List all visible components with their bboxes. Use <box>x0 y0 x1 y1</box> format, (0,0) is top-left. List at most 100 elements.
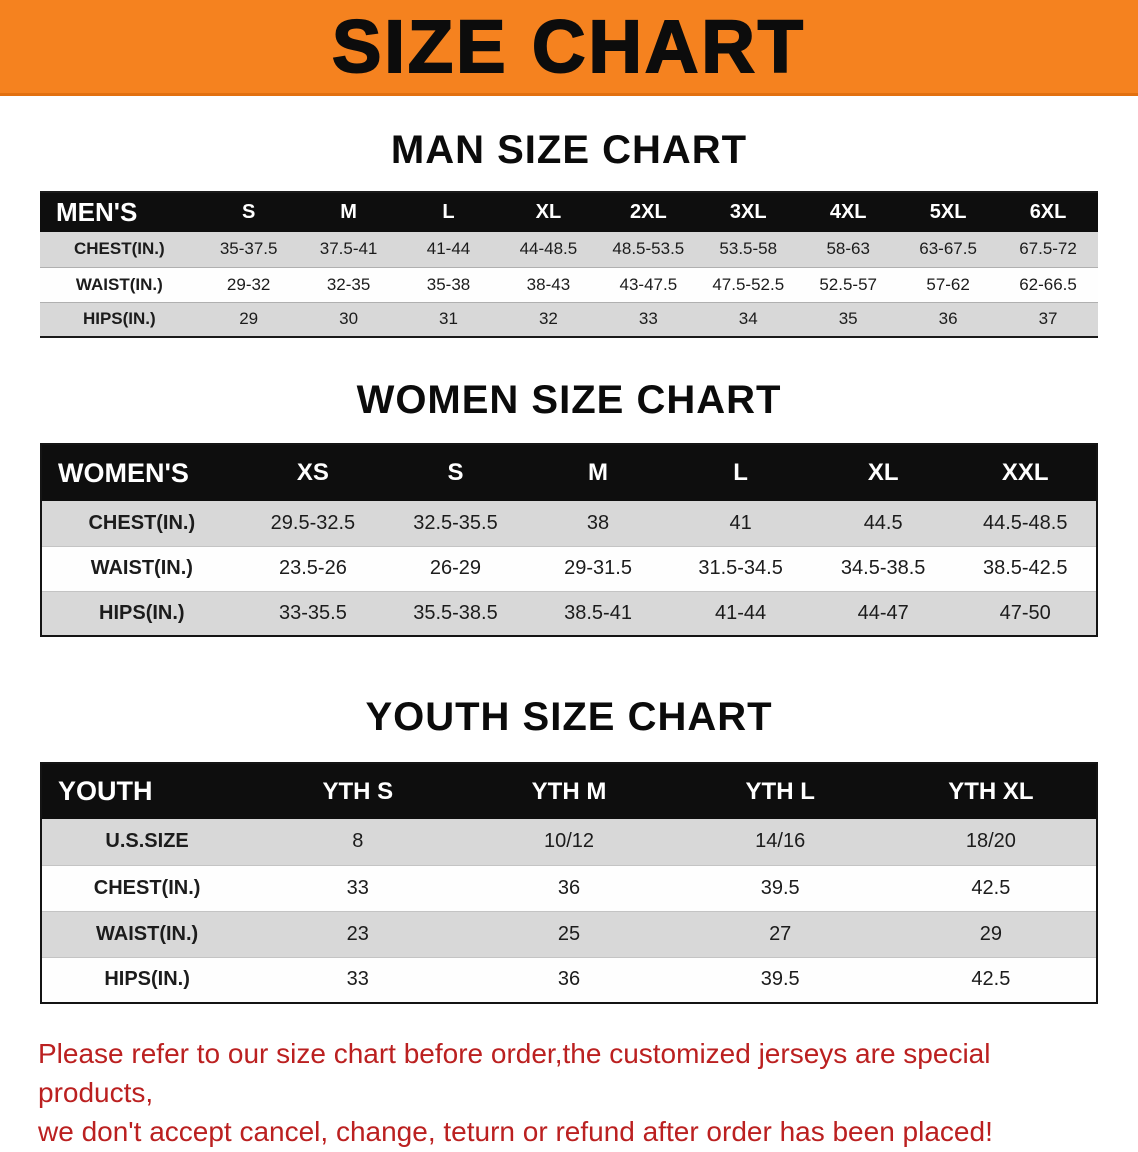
column-header: S <box>198 192 299 232</box>
column-header: YTH S <box>252 763 464 819</box>
size-value-cell: 63-67.5 <box>898 232 999 267</box>
size-value-cell: 18/20 <box>885 819 1097 865</box>
size-value-cell: 67.5-72 <box>998 232 1098 267</box>
size-value-cell: 38-43 <box>498 267 599 302</box>
banner: SIZE CHART <box>0 0 1138 96</box>
size-value-cell: 32-35 <box>298 267 399 302</box>
column-header: M <box>298 192 399 232</box>
size-value-cell: 29-31.5 <box>526 546 670 591</box>
size-value-cell: 44-48.5 <box>498 232 599 267</box>
size-value-cell: 35.5-38.5 <box>384 591 527 636</box>
size-value-cell: 52.5-57 <box>798 267 899 302</box>
table-body: U.S.SIZE 8 10/12 14/16 18/20 CHEST(IN.) 33 36 39… <box>41 819 1097 1003</box>
table-head: WOMEN'S XS S M L XL XXL <box>41 444 1097 501</box>
size-value-cell: 14/16 <box>674 819 886 865</box>
size-value-cell: 32.5-35.5 <box>384 501 527 546</box>
table-body: CHEST(IN.) 29.5-32.5 32.5-35.5 38 41 44.5 44.5… <box>41 501 1097 636</box>
table-body: CHEST(IN.) 35-37.5 37.5-41 41-44 44-48.5 48.5… <box>40 232 1098 337</box>
size-value-cell: 47-50 <box>954 591 1097 636</box>
row-label: CHEST(IN.) <box>41 501 242 546</box>
size-value-cell: 23.5-26 <box>241 546 385 591</box>
size-value-cell: 29.5-32.5 <box>241 501 385 546</box>
size-value-cell: 33 <box>252 957 464 1003</box>
column-header: YTH L <box>674 763 886 819</box>
size-value-cell: 41-44 <box>669 591 812 636</box>
size-value-cell: 8 <box>252 819 464 865</box>
size-value-cell: 35-38 <box>398 267 499 302</box>
size-value-cell: 38 <box>526 501 670 546</box>
size-value-cell: 47.5-52.5 <box>698 267 799 302</box>
page-title: SIZE CHART <box>331 4 806 89</box>
footer-note: Please refer to our size chart before or… <box>38 1034 1100 1152</box>
section-youth: YOUTH SIZE CHART YOUTH YTH S YTH M YTH L YTH … <box>0 695 1138 1004</box>
size-value-cell: 44.5 <box>811 501 955 546</box>
size-value-cell: 37 <box>998 302 1098 337</box>
column-header: S <box>384 444 527 501</box>
size-value-cell: 48.5-53.5 <box>598 232 699 267</box>
table-row: WAIST(IN.) 29-32 32-35 35-38 38-43 43-47.5 47.… <box>40 267 1098 302</box>
section-heading-men: MAN SIZE CHART <box>390 128 748 172</box>
size-value-cell: 27 <box>674 911 886 957</box>
column-header: 4XL <box>798 192 899 232</box>
size-value-cell: 44.5-48.5 <box>954 501 1097 546</box>
table-row: CHEST(IN.) 33 36 39.5 42.5 <box>41 865 1097 911</box>
table-row: HIPS(IN.) 33 36 39.5 42.5 <box>41 957 1097 1003</box>
size-value-cell: 23 <box>252 911 464 957</box>
size-value-cell: 35 <box>798 302 899 337</box>
size-value-cell: 42.5 <box>885 865 1097 911</box>
size-value-cell: 29 <box>885 911 1097 957</box>
size-value-cell: 30 <box>298 302 399 337</box>
size-value-cell: 33-35.5 <box>241 591 385 636</box>
size-value-cell: 36 <box>463 865 675 911</box>
size-value-cell: 39.5 <box>674 957 886 1003</box>
table-head: YOUTH YTH S YTH M YTH L YTH XL <box>41 763 1097 819</box>
table-corner-label: MEN'S <box>40 192 199 232</box>
size-value-cell: 44-47 <box>811 591 955 636</box>
column-header: XXL <box>954 444 1097 501</box>
table-row: HIPS(IN.) 29 30 31 32 33 34 35 36 37 <box>40 302 1098 337</box>
size-value-cell: 43-47.5 <box>598 267 699 302</box>
column-header: XL <box>811 444 955 501</box>
section-heading-youth: YOUTH SIZE CHART <box>365 695 773 739</box>
size-value-cell: 34.5-38.5 <box>811 546 955 591</box>
column-header: L <box>398 192 499 232</box>
row-label: HIPS(IN.) <box>40 302 199 337</box>
column-header: 2XL <box>598 192 699 232</box>
size-value-cell: 29 <box>198 302 299 337</box>
size-value-cell: 38.5-41 <box>526 591 670 636</box>
size-value-cell: 39.5 <box>674 865 886 911</box>
column-header: L <box>669 444 812 501</box>
size-value-cell: 34 <box>698 302 799 337</box>
column-header: YTH M <box>463 763 675 819</box>
size-value-cell: 53.5-58 <box>698 232 799 267</box>
column-header: M <box>526 444 670 501</box>
table-head: MEN'S S M L XL 2XL 3XL 4XL 5XL 6XL <box>40 192 1098 232</box>
column-header: XS <box>241 444 385 501</box>
note-line-1: Please refer to our size chart before or… <box>38 1038 991 1109</box>
size-table-men: MEN'S S M L XL 2XL 3XL 4XL 5XL 6XL CHEST(IN.) 35-37… <box>40 191 1098 338</box>
size-value-cell: 37.5-41 <box>298 232 399 267</box>
row-label: U.S.SIZE <box>41 819 253 865</box>
row-label: WAIST(IN.) <box>40 267 199 302</box>
size-value-cell: 57-62 <box>898 267 999 302</box>
size-value-cell: 26-29 <box>384 546 527 591</box>
size-value-cell: 33 <box>252 865 464 911</box>
size-value-cell: 36 <box>463 957 675 1003</box>
size-value-cell: 32 <box>498 302 599 337</box>
header-row: WOMEN'S XS S M L XL XXL <box>41 444 1097 501</box>
row-label: WAIST(IN.) <box>41 911 253 957</box>
section-men: MAN SIZE CHART MEN'S S M L XL 2XL 3XL 4XL 5XL 6XL C… <box>0 128 1138 338</box>
size-table-youth: YOUTH YTH S YTH M YTH L YTH XL U.S.SIZE 8 10/12… <box>40 762 1098 1004</box>
size-value-cell: 25 <box>463 911 675 957</box>
size-value-cell: 41 <box>669 501 812 546</box>
table-row: WAIST(IN.) 23.5-26 26-29 29-31.5 31.5-34.5 34… <box>41 546 1097 591</box>
size-value-cell: 36 <box>898 302 999 337</box>
row-label: HIPS(IN.) <box>41 591 242 636</box>
row-label: CHEST(IN.) <box>41 865 253 911</box>
size-value-cell: 33 <box>598 302 699 337</box>
size-value-cell: 62-66.5 <box>998 267 1098 302</box>
size-value-cell: 10/12 <box>463 819 675 865</box>
size-charts: MAN SIZE CHART MEN'S S M L XL 2XL 3XL 4XL 5XL 6XL C… <box>0 128 1138 1004</box>
size-table-women: WOMEN'S XS S M L XL XXL CHEST(IN.) 29.5-32.5 32.5… <box>40 443 1098 637</box>
size-value-cell: 29-32 <box>198 267 299 302</box>
